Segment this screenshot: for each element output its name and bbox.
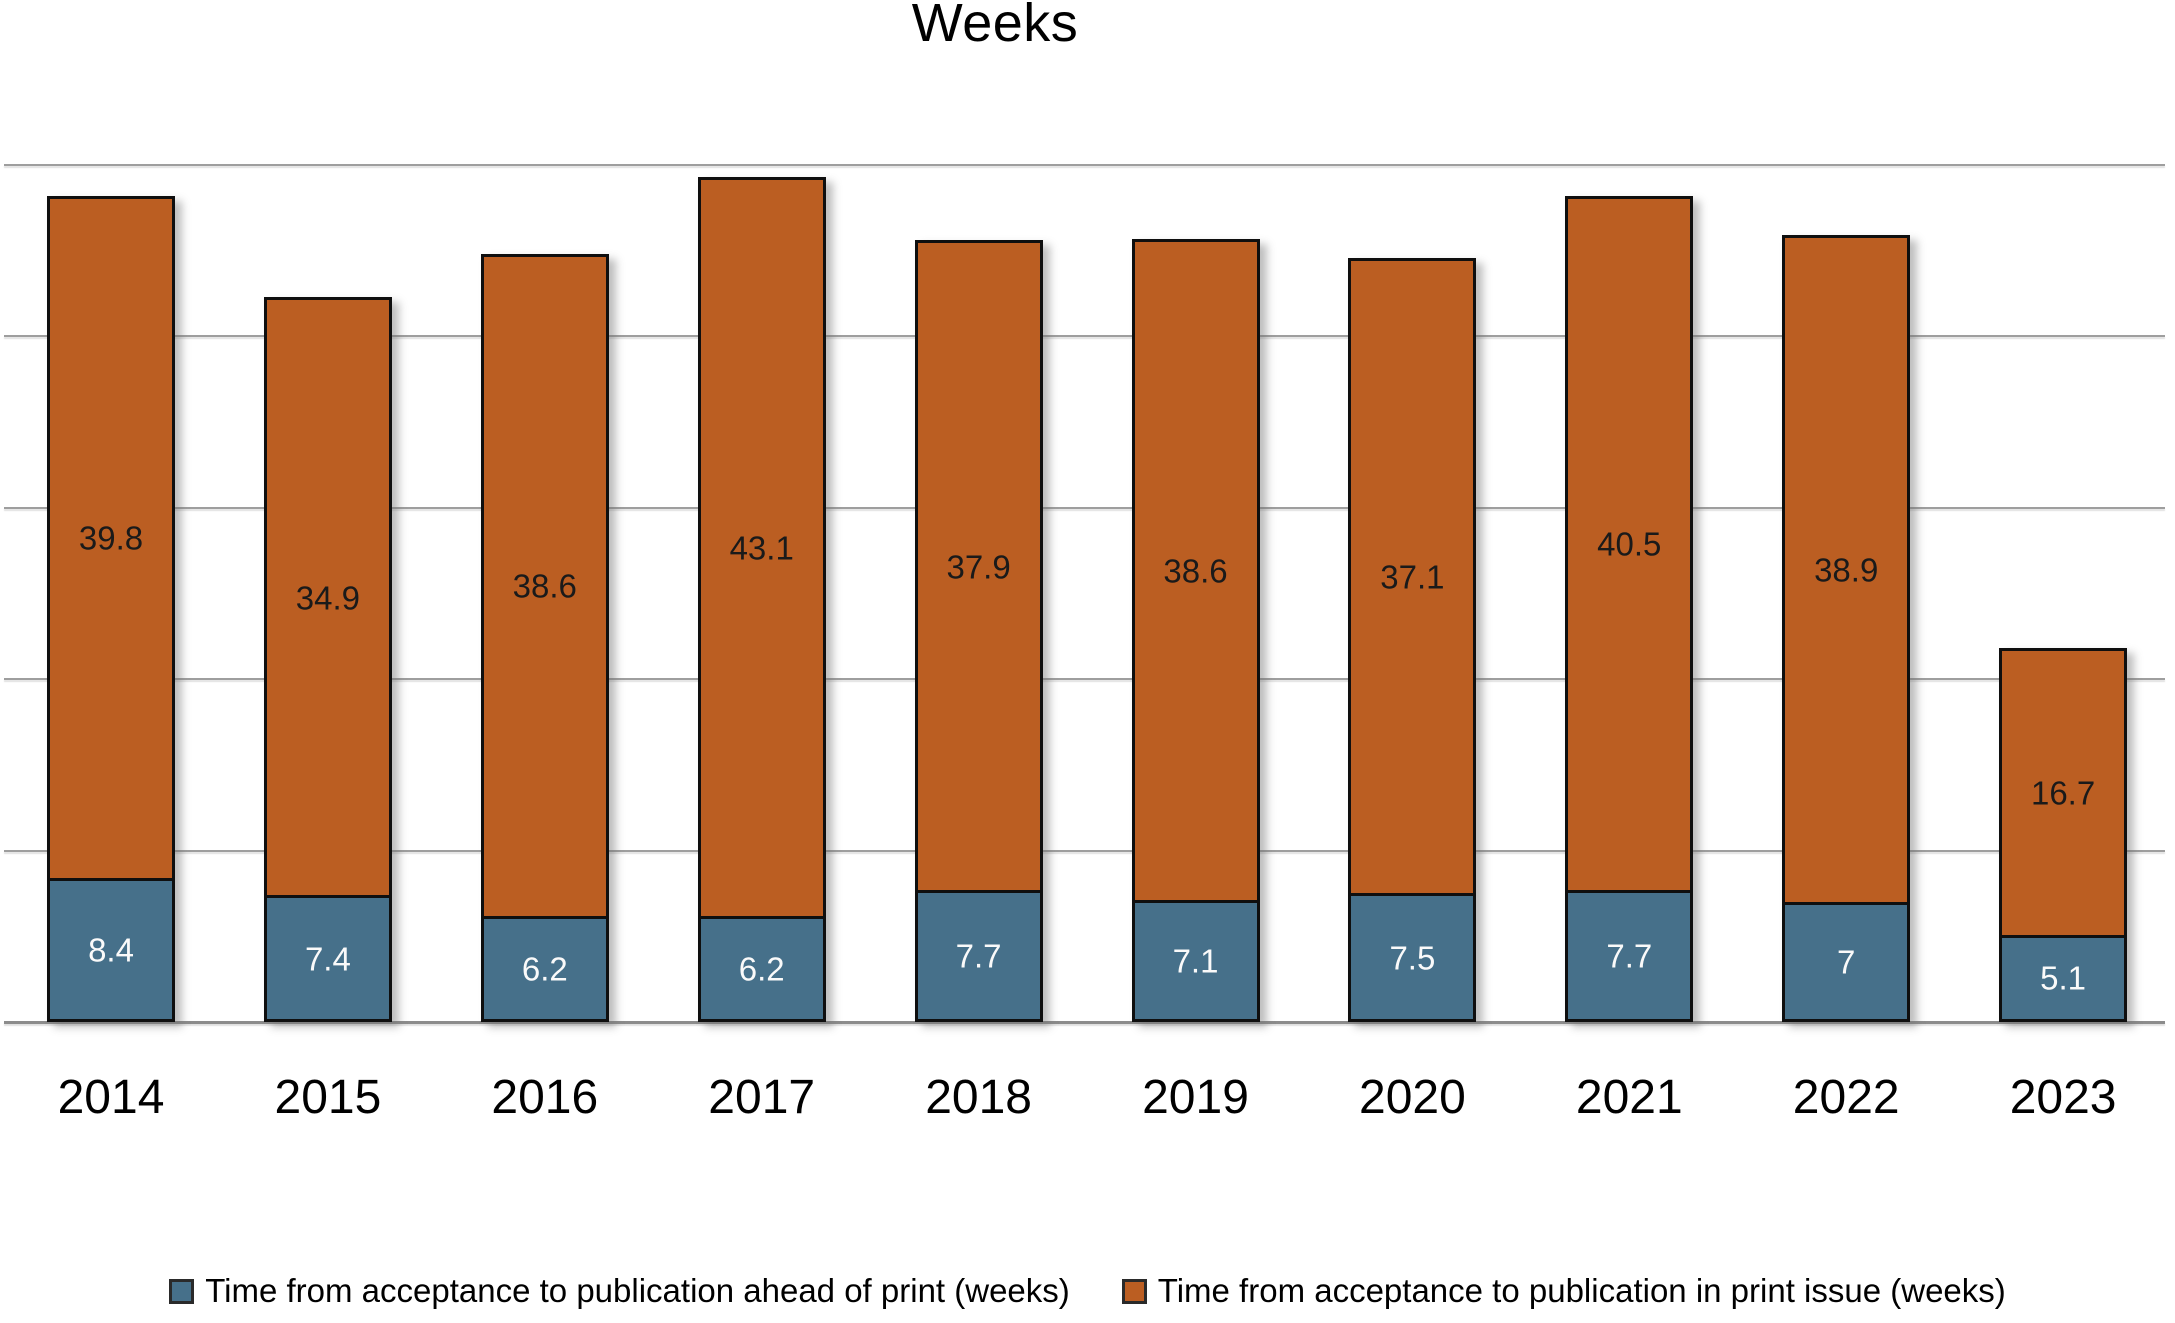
x-axis-label: 2017: [708, 1071, 816, 1124]
x-axis-label: 2020: [1359, 1071, 1466, 1124]
gridline: [4, 164, 2165, 166]
bar-value-label: 7: [1837, 943, 1856, 981]
bar-2015: 7.4 34.9: [263, 297, 392, 1022]
bar-segment-print-issue: 38.6: [480, 254, 609, 919]
bar-2020: 7.5 37.1: [1348, 257, 1477, 1022]
x-axis-label: 2019: [1142, 1071, 1249, 1124]
bar-2021: 7.7 40.5: [1565, 195, 1694, 1022]
bar-segment-print-issue: 37.9: [914, 240, 1043, 894]
bar-value-label: 43.1: [729, 529, 794, 567]
bar-segment-print-issue: 39.8: [47, 195, 175, 882]
legend-marker-icon: [1121, 1278, 1147, 1304]
bar-segment-ahead-of-print: 6.2: [480, 915, 609, 1022]
bar-segment-ahead-of-print: 8.4: [47, 878, 175, 1022]
bar-segment-ahead-of-print: 6.2: [697, 915, 826, 1022]
x-axis-label: 2014: [57, 1071, 165, 1124]
bar-2014: 8.4 39.8: [47, 195, 175, 1022]
bar-value-label: 40.5: [1597, 525, 1662, 563]
bar-value-label: 7.7: [1606, 937, 1653, 975]
gridline: [4, 678, 2165, 681]
bar-segment-ahead-of-print: 5.1: [1999, 934, 2128, 1022]
legend-item: Time from acceptance to publication ahea…: [169, 1272, 1070, 1310]
bar-segment-ahead-of-print: 7: [1782, 902, 1911, 1022]
bar-2018: 7.7 37.9: [914, 240, 1043, 1022]
bar-value-label: 8.4: [88, 931, 134, 969]
bar-value-label: 7.7: [955, 937, 1002, 975]
bar-value-label: 5.1: [2040, 959, 2087, 997]
legend-marker-icon: [169, 1278, 195, 1304]
bar-value-label: 39.8: [78, 519, 144, 557]
x-axis-label: 2022: [1792, 1071, 1900, 1124]
bar-value-label: 7.5: [1389, 939, 1436, 977]
legend: Time from acceptance to publication ahea…: [0, 1272, 2175, 1310]
chart-title: Weeks: [911, 0, 1079, 53]
bar-value-label: 38.9: [1814, 551, 1879, 589]
x-axis-label: 2015: [274, 1071, 382, 1124]
bar-segment-print-issue: 43.1: [697, 177, 826, 919]
plot-area: 8.4 39.8 2014 7.4 34.9 2015 6.2 38.6 2016 6.2 43.1…: [4, 164, 2165, 1124]
bar-2016: 6.2 38.6: [480, 254, 609, 1022]
x-axis-label: 2021: [1575, 1071, 1683, 1124]
bar-value-label: 7.1: [1172, 942, 1219, 980]
bar-value-label: 16.7: [2030, 774, 2096, 812]
gridline: [4, 849, 2165, 852]
bar-segment-print-issue: 38.9: [1782, 235, 1911, 906]
bar-segment-print-issue: 38.6: [1131, 238, 1260, 904]
bar-2017: 6.2 43.1: [697, 177, 826, 1022]
gridline: [4, 506, 2165, 509]
x-axis-label: 2018: [925, 1071, 1032, 1124]
bar-segment-ahead-of-print: 7.5: [1348, 893, 1477, 1022]
bar-segment-ahead-of-print: 7.1: [1131, 900, 1260, 1022]
bar-segment-print-issue: 34.9: [263, 297, 392, 899]
bar-value-label: 7.4: [304, 940, 351, 978]
bar-segment-print-issue: 37.1: [1348, 257, 1477, 897]
bar-2019: 7.1 38.6: [1131, 238, 1260, 1022]
legend-item: Time from acceptance to publication in p…: [1121, 1272, 2006, 1310]
bar-segment-ahead-of-print: 7.4: [263, 895, 392, 1022]
bar-value-label: 37.9: [946, 548, 1011, 586]
bar-value-label: 38.6: [1163, 552, 1228, 590]
legend-label: Time from acceptance to publication in p…: [1157, 1272, 2006, 1309]
x-axis-baseline: [4, 1021, 2165, 1024]
bar-value-label: 6.2: [521, 950, 568, 988]
legend-label: Time from acceptance to publication ahea…: [205, 1272, 1070, 1309]
gridline: [4, 335, 2165, 338]
bar-2022: 7 38.9: [1782, 235, 1911, 1022]
x-axis-label: 2023: [2009, 1071, 2117, 1124]
bar-value-label: 38.6: [512, 567, 577, 605]
bar-segment-ahead-of-print: 7.7: [1565, 890, 1694, 1022]
bar-value-label: 6.2: [738, 950, 785, 988]
bar-segment-print-issue: 40.5: [1565, 195, 1694, 894]
bar-segment-print-issue: 16.7: [1999, 648, 2128, 938]
x-axis-label: 2016: [491, 1071, 599, 1124]
bar-value-label: 37.1: [1380, 558, 1445, 596]
bar-2023: 5.1 16.7: [1999, 648, 2128, 1022]
bar-value-label: 34.9: [295, 579, 361, 617]
bar-segment-ahead-of-print: 7.7: [914, 890, 1043, 1022]
